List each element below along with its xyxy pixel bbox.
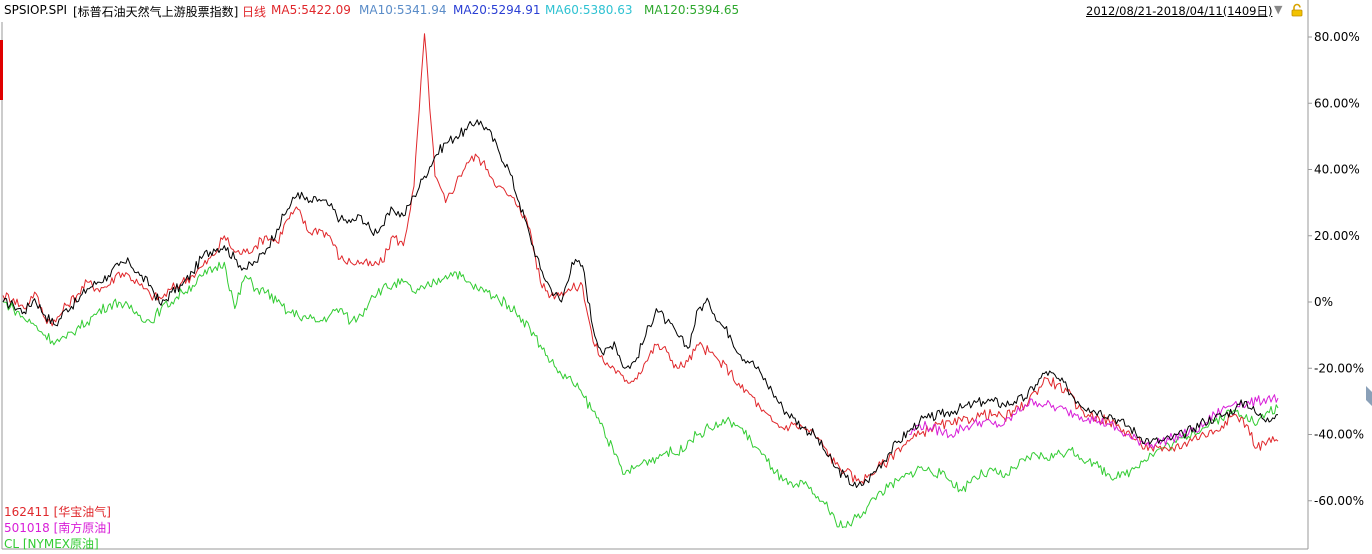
y-tick-label: 20.00%	[1314, 229, 1360, 243]
series-line-2	[909, 394, 1279, 449]
y-tick-label: -40.00%	[1314, 428, 1364, 442]
index-name: [标普石油天然气上游股票指数]	[73, 5, 239, 19]
index-symbol: SPSIOP.SPI	[4, 3, 68, 17]
legend-item-cl: CL [NYMEX原油]	[4, 537, 99, 551]
series-line-1	[2, 33, 1279, 485]
ma120-label: MA120:5394.65	[644, 3, 740, 17]
legend-item-162411: 162411 [华宝油气]	[4, 505, 111, 519]
y-tick-label: 0%	[1314, 295, 1333, 309]
y-tick-label: 60.00%	[1314, 96, 1360, 110]
red-side-marker	[0, 40, 3, 100]
period-label[interactable]: 日线	[242, 5, 267, 19]
ma60-label: MA60:5380.63	[545, 3, 633, 17]
scroll-right-handle-icon[interactable]	[1366, 386, 1372, 406]
ma20-label: MA20:5294.91	[453, 3, 541, 17]
y-tick-label: -20.00%	[1314, 361, 1364, 375]
ma10-label: MA10:5341.94	[359, 3, 447, 17]
y-tick-label: 80.00%	[1314, 30, 1360, 44]
dropdown-arrow-icon[interactable]: ▼	[1274, 3, 1283, 16]
y-tick-label: -60.00%	[1314, 494, 1364, 508]
series-line-0	[2, 119, 1279, 488]
lock-icon[interactable]	[1290, 3, 1304, 17]
legend-item-501018: 501018 [南方原油]	[4, 521, 111, 535]
date-range-label[interactable]: 2012/08/21-2018/04/11(1409日)	[1086, 4, 1273, 18]
series-line-3	[2, 261, 1279, 529]
y-tick-label: 40.00%	[1314, 163, 1360, 177]
ma5-label: MA5:5422.09	[271, 3, 351, 17]
